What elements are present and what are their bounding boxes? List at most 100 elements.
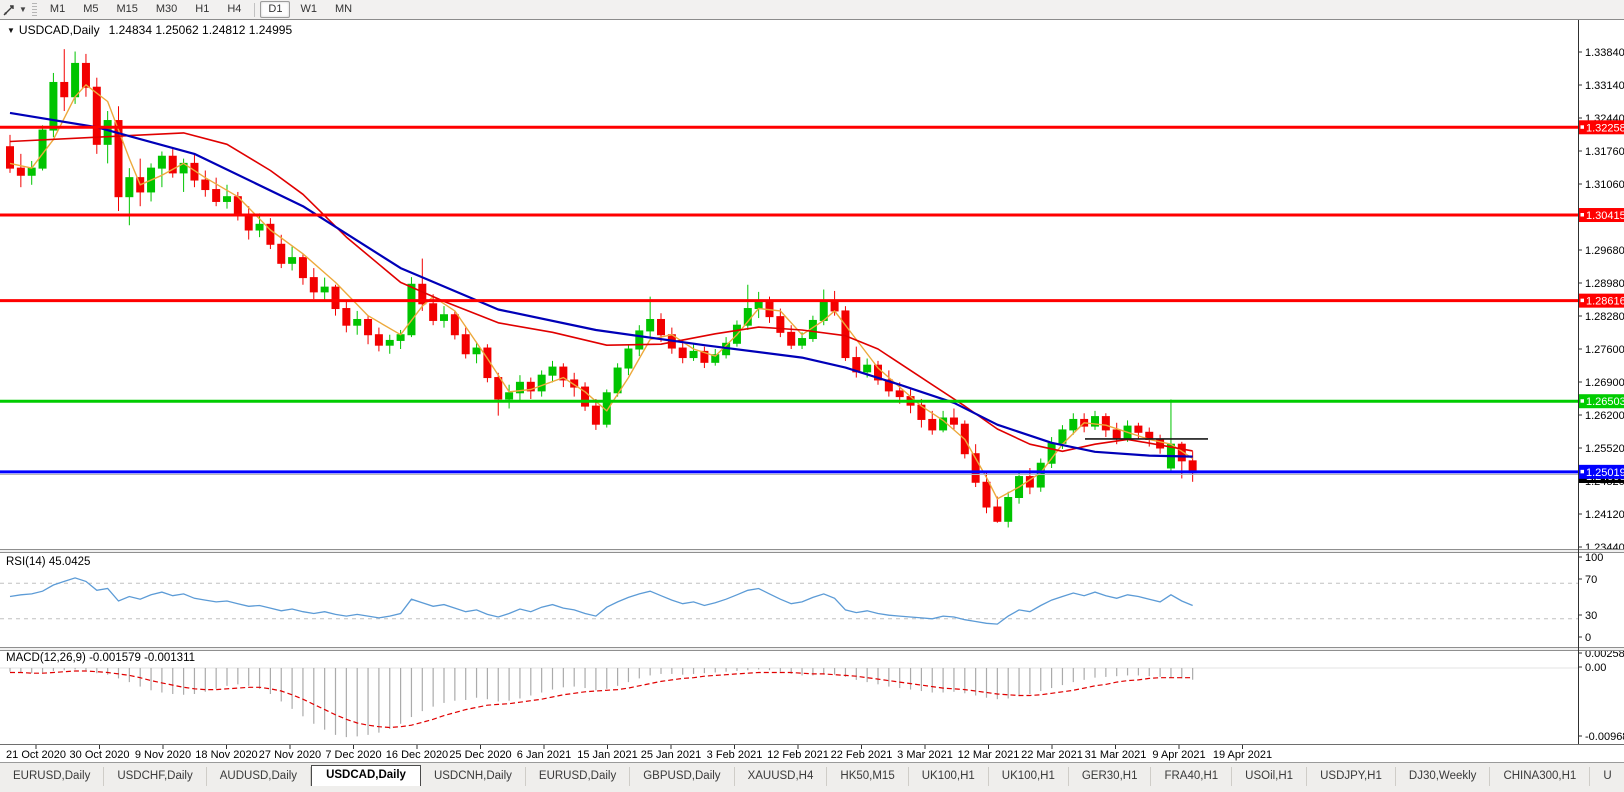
chart-tab-uk100-h1[interactable]: UK100,H1: [909, 767, 989, 787]
candle-bull: [38, 129, 47, 169]
chart-tab-u[interactable]: U: [1590, 767, 1624, 787]
chart-tab-ger30-h1[interactable]: GER30,H1: [1069, 767, 1152, 787]
timeframe-button-h4[interactable]: H4: [227, 3, 242, 15]
timeframe-button-mn[interactable]: MN: [334, 3, 353, 15]
level-price-tag-1.32258-marker: [1580, 125, 1584, 129]
macd-indicator-label: MACD(12,26,9) -0.001579 -0.001311: [6, 652, 196, 664]
price-tick-label: 1.27600: [1585, 344, 1624, 356]
chart-tab-usdcad-daily[interactable]: USDCAD,Daily: [311, 765, 421, 787]
ma-mid-line: [9, 132, 1193, 453]
level-price-tag-1.28616-text: 1.28616: [1586, 296, 1624, 308]
candle-bear: [678, 347, 687, 359]
level-price-tag-1.28616[interactable]: 1.28616: [1579, 293, 1624, 308]
candle-bull: [353, 318, 362, 326]
candle-bear: [92, 86, 101, 145]
candle-bear: [201, 179, 210, 191]
candle-bear: [298, 257, 307, 279]
chart-tab-fra40-h1[interactable]: FRA40,H1: [1151, 767, 1233, 787]
level-price-tag-1.25019[interactable]: 1.25019: [1579, 464, 1624, 479]
candle-bear: [309, 277, 318, 293]
level-price-tag-1.32258[interactable]: 1.32258: [1579, 120, 1624, 135]
cursor-tool-icon[interactable]: [0, 1, 18, 18]
level-price-tag-1.25019-marker: [1580, 469, 1584, 474]
time-tick-label: 18 Nov 2020: [195, 749, 257, 761]
level-price-tag-1.26503[interactable]: 1.26503: [1579, 394, 1624, 409]
chart-tab-audusd-daily[interactable]: AUDUSD,Daily: [207, 767, 312, 787]
price-tick-label: 1.26200: [1585, 410, 1624, 422]
chart-menu-arrow-icon[interactable]: ▼: [7, 26, 15, 35]
chart-tab-usdchf-daily[interactable]: USDCHF,Daily: [104, 767, 207, 787]
candle-bull: [320, 286, 329, 293]
rsi-line: [9, 577, 1193, 625]
ma-fast-line: [9, 84, 1194, 500]
level-price-tag-1.32258-bg: [1579, 120, 1624, 135]
time-tick-label: 19 Apr 2021: [1213, 749, 1272, 761]
main-price-panel[interactable]: [0, 49, 1578, 528]
timeframe-button-d1[interactable]: D1: [260, 1, 291, 18]
chart-title: ▼ USDCAD,Daily 1.24834 1.25062 1.24812 1.2…: [7, 23, 292, 37]
chart-tab-gbpusd-daily[interactable]: GBPUSD,Daily: [630, 767, 735, 787]
candle-bear: [364, 318, 373, 336]
candle-bear: [16, 167, 25, 176]
candle-bull: [743, 308, 752, 326]
chart-tab-usdcnh-daily[interactable]: USDCNH,Daily: [421, 767, 526, 787]
timeframe-button-m1[interactable]: M1: [49, 3, 66, 15]
rsi-tick-label: 70: [1585, 574, 1597, 586]
timeframe-button-w1[interactable]: W1: [300, 3, 317, 15]
candle-bear: [494, 377, 503, 400]
panel-splitter-rsi[interactable]: [0, 549, 1624, 553]
chart-tabs: EURUSD,Daily USDCHF,Daily AUDUSD,Daily USDC…: [0, 765, 1624, 787]
chart-tab-uk100-h1[interactable]: UK100,H1: [989, 767, 1069, 787]
candle-bull: [689, 350, 698, 359]
level-price-tag-1.30415-marker: [1580, 213, 1584, 217]
level-price-tag-1.32258-text: 1.32258: [1586, 122, 1624, 134]
macd-panel[interactable]: [0, 667, 1578, 738]
candle-bull: [385, 339, 394, 346]
candle-bear: [874, 364, 882, 381]
candle-bull: [103, 120, 112, 145]
candle-bull: [1091, 416, 1099, 427]
candle-bear: [1177, 443, 1186, 462]
candle-bull: [1004, 497, 1013, 522]
timeframe-button-h1[interactable]: H1: [195, 3, 210, 15]
level-price-tag-1.26503-text: 1.26503: [1586, 396, 1624, 408]
chart-tab-usoil-h1[interactable]: USOil,H1: [1232, 767, 1308, 787]
candle-bull: [407, 283, 416, 336]
time-tick-label: 21 Oct 2020: [6, 749, 66, 761]
time-tick-label: 25 Jan 2021: [641, 749, 702, 761]
cursor-tool-dropdown-caret-icon[interactable]: ▼: [19, 5, 27, 14]
chart-tab-eurusd-daily[interactable]: EURUSD,Daily: [526, 767, 631, 787]
timeframe-button-m30[interactable]: M30: [155, 3, 178, 15]
chart-ohlc-values: 1.24834 1.25062 1.24812 1.24995: [108, 23, 293, 37]
chart-tab-eurusd-daily[interactable]: EURUSD,Daily: [0, 767, 105, 787]
rsi-panel[interactable]: [0, 577, 1578, 625]
timeframe-button-m15[interactable]: M15: [116, 3, 138, 15]
toolbar-separator: [254, 2, 256, 17]
chart-tab-hk50-m15[interactable]: HK50,M15: [827, 767, 909, 787]
price-axis[interactable]: 1.338401.331401.324401.317601.310601.303…: [6, 47, 1624, 761]
chart-tab-xauusd-h4[interactable]: XAUUSD,H4: [735, 767, 828, 787]
rsi-tick-label: 0: [1585, 632, 1591, 644]
chart-tab-china300-h1[interactable]: CHINA300,H1: [1490, 767, 1591, 787]
candle-bull: [515, 381, 524, 394]
price-tick-label: 1.33140: [1585, 80, 1624, 92]
candle-bear: [331, 286, 340, 310]
panel-splitter-macd[interactable]: [0, 647, 1624, 651]
candle-bear: [6, 146, 14, 169]
candle-bull: [472, 347, 481, 355]
timeframe-button-m5[interactable]: M5: [83, 3, 99, 15]
candle-bear: [700, 350, 709, 363]
candle-bear: [461, 334, 470, 355]
level-price-tag-1.30415[interactable]: 1.30415: [1579, 208, 1624, 223]
toolbar-grip[interactable]: [31, 3, 37, 16]
chart-background: [0, 19, 1624, 762]
candle-bear: [895, 390, 904, 398]
candle-bear: [60, 81, 69, 98]
candle-bull: [71, 62, 80, 98]
chart-tab-usdjpy-h1[interactable]: USDJPY,H1: [1307, 767, 1396, 787]
chart-tab-dj30-weekly[interactable]: DJ30,Weekly: [1396, 767, 1491, 787]
candle-bull: [646, 318, 655, 332]
candle-bull: [1047, 442, 1056, 464]
